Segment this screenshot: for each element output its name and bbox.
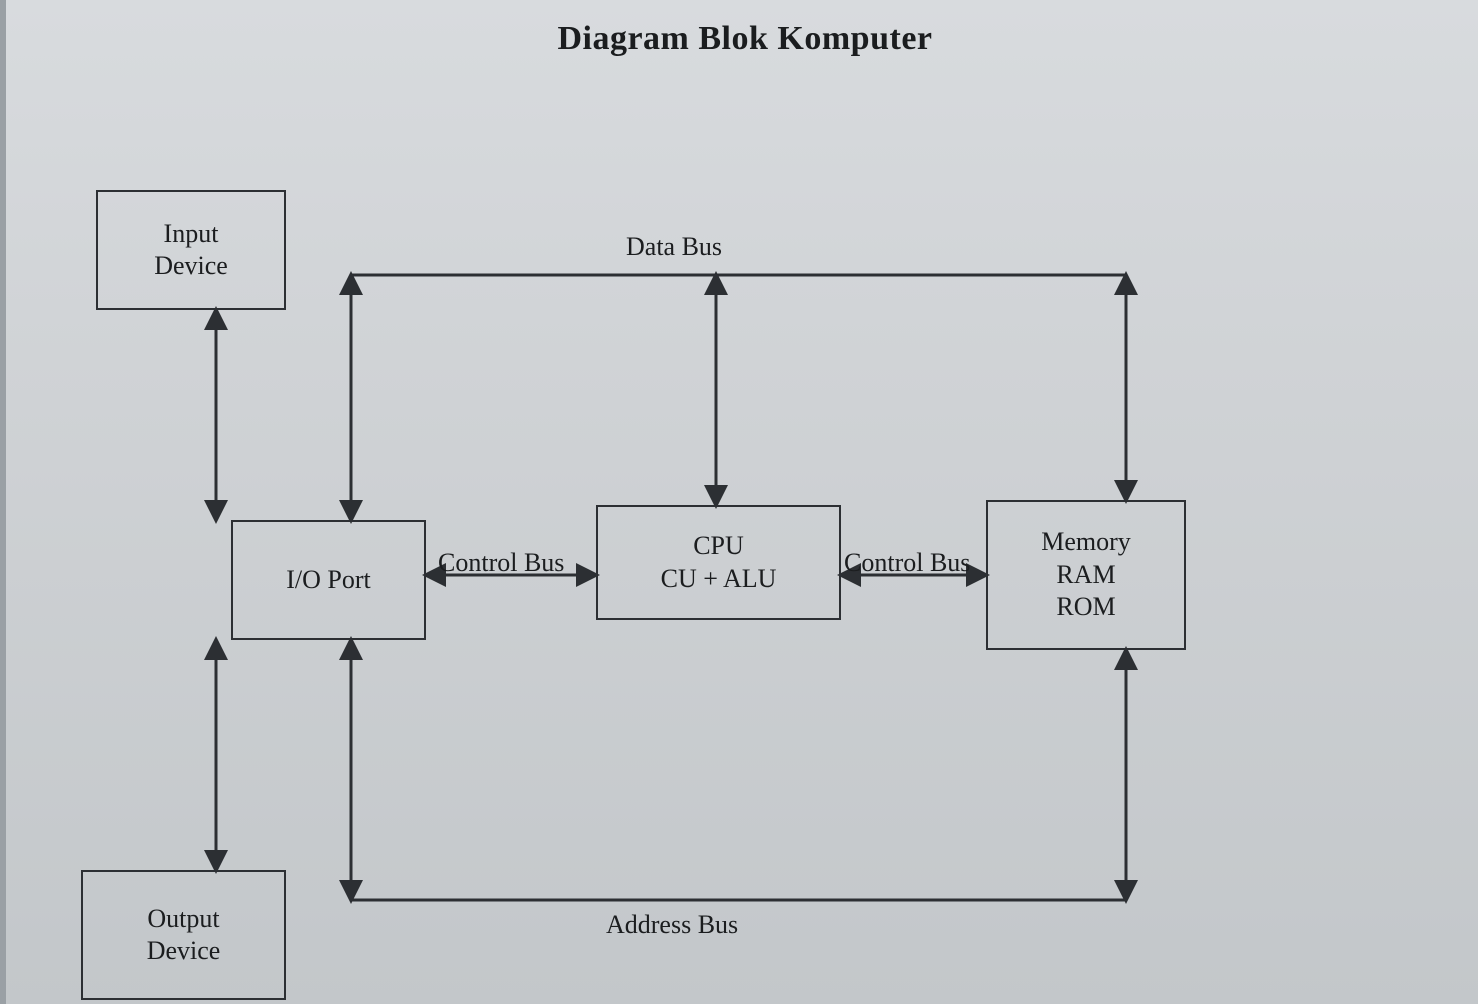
address-bus-label: Address Bus — [606, 910, 738, 940]
block-line: CU + ALU — [661, 563, 777, 596]
block-line: Output — [147, 903, 219, 936]
control-bus-left-label: Control Bus — [438, 548, 564, 578]
block-line: Memory — [1041, 526, 1131, 559]
io-port-block: I/O Port — [231, 520, 426, 640]
cpu-block: CPUCU + ALU — [596, 505, 841, 620]
data-bus-label: Data Bus — [626, 232, 722, 262]
connections-layer — [6, 0, 1478, 1004]
block-line: I/O Port — [286, 564, 371, 597]
block-line: Device — [154, 250, 228, 283]
input-device-block: InputDevice — [96, 190, 286, 310]
block-line: CPU — [693, 530, 744, 563]
block-line: ROM — [1056, 591, 1115, 624]
diagram-canvas: Diagram Blok Komputer InputDevice Output… — [0, 0, 1478, 1004]
control-bus-right-label: Control Bus — [844, 548, 970, 578]
block-line: Device — [147, 935, 221, 968]
output-device-block: OutputDevice — [81, 870, 286, 1000]
block-line: Input — [164, 218, 219, 251]
block-line: RAM — [1056, 559, 1115, 592]
memory-block: MemoryRAMROM — [986, 500, 1186, 650]
